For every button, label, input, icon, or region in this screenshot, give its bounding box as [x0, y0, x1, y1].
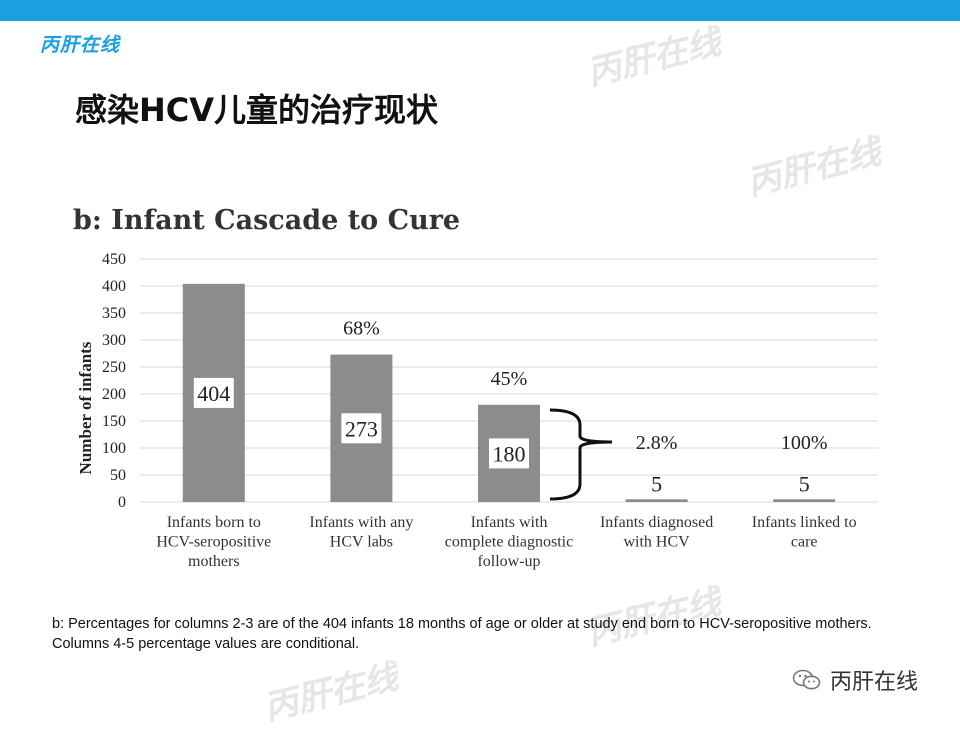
y-tick-label: 250 [102, 359, 126, 376]
wechat-icon [792, 669, 821, 690]
category-label: care [791, 534, 818, 551]
category-label: HCV labs [330, 534, 393, 551]
bar-layer [182, 283, 836, 502]
y-tick-label: 450 [102, 251, 126, 268]
category-label: Infants diagnosed [600, 514, 713, 531]
category-label: Infants linked to [752, 514, 857, 531]
value-label-box [341, 413, 382, 444]
bar [625, 499, 688, 502]
brand-logo: 丙肝在线 [40, 34, 121, 56]
bracket-annotation [549, 408, 613, 501]
value-label-box [489, 438, 529, 469]
value-label: 5 [799, 471, 810, 496]
y-tick-label: 150 [102, 413, 126, 430]
value-label: 404 [197, 381, 230, 406]
category-label: follow-up [477, 553, 540, 570]
wechat-badge: 丙肝在线 [792, 664, 918, 696]
y-tick-label: 100 [102, 440, 126, 457]
category-label: mothers [188, 553, 240, 570]
y-axis-ticks: 0 50 100 150 200 250 300 350 400 450 [102, 251, 126, 511]
category-label: Infants with any [309, 514, 413, 531]
top-accent-bar [0, 0, 960, 21]
y-tick-label: 350 [102, 305, 126, 322]
label-layer: 404 Infants born to HCV-seropositive mother… [156, 318, 856, 570]
value-label: 5 [651, 471, 662, 496]
percent-label: 2.8% [636, 432, 678, 454]
footnote: b: Percentages for columns 2-3 are of th… [52, 616, 872, 652]
value-label: 273 [345, 416, 378, 441]
percent-label: 100% [781, 432, 828, 454]
y-tick-label: 400 [102, 278, 126, 295]
value-label: 180 [493, 441, 526, 466]
percent-label: 45% [491, 368, 528, 390]
value-label-box [193, 377, 234, 408]
category-label: Infants with [471, 514, 548, 531]
y-tick-label: 50 [110, 467, 126, 484]
category-label: HCV-seropositive [156, 534, 271, 551]
y-tick-label: 200 [102, 386, 126, 403]
slide-title: 感染HCV儿童的治疗现状 [75, 91, 439, 129]
y-tick-label: 300 [102, 332, 126, 349]
y-tick-label: 0 [118, 494, 126, 511]
y-axis-label: Number of infants [76, 341, 95, 474]
category-label: with HCV [623, 534, 690, 551]
bar [773, 499, 836, 502]
category-label: complete diagnostic [445, 534, 573, 551]
percent-label: 68% [343, 318, 380, 340]
category-label: Infants born to [167, 514, 261, 531]
chart-title: b: Infant Cascade to Cure [73, 205, 460, 236]
badge-text: 丙肝在线 [830, 670, 919, 695]
